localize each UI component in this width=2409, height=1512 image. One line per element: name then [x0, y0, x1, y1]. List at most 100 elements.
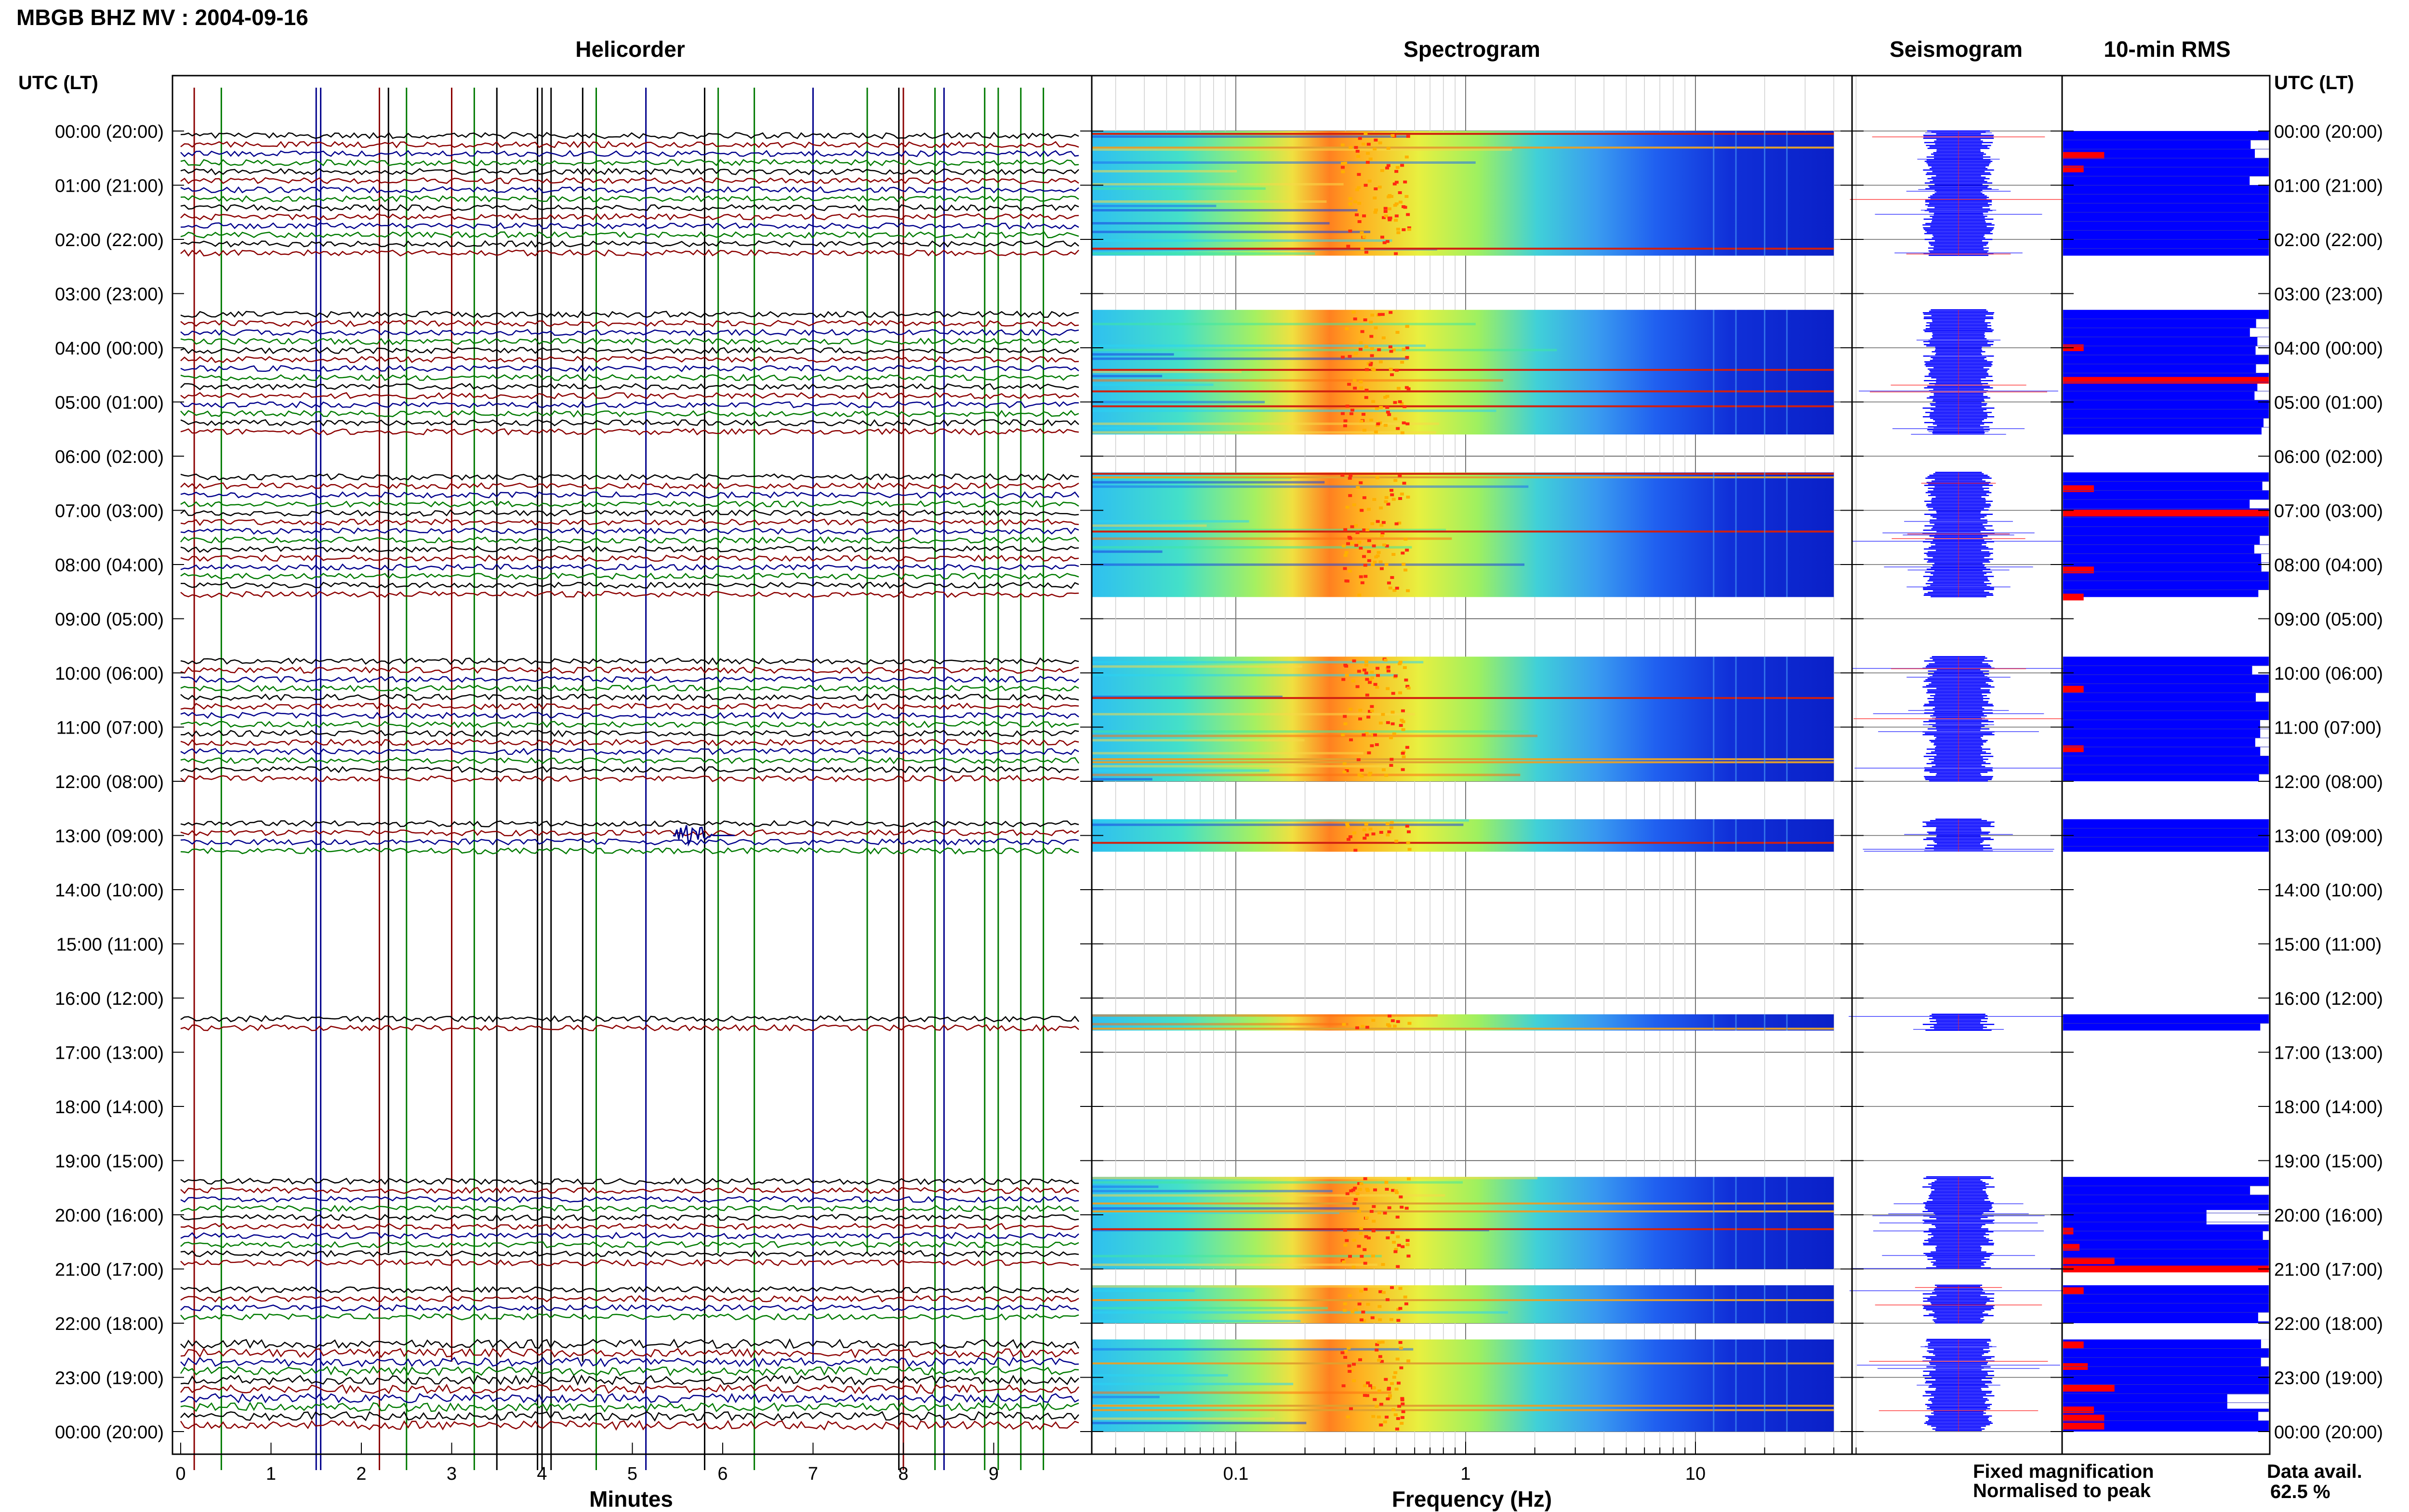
spectrogram-peak-speckle [1380, 531, 1385, 535]
rms-notch [2256, 693, 2269, 702]
spectrogram-peak-speckle [1355, 188, 1359, 192]
spectrogram-peak-speckle [1394, 170, 1399, 173]
spectrogram-peak-speckle [1379, 1403, 1383, 1406]
spectrogram-x-ticks: 0.1 1 10 [1115, 1442, 1857, 1484]
spectrogram-peak-speckle [1368, 678, 1373, 682]
spectrogram-peak-speckle [1400, 361, 1404, 364]
spectrogram-peak-speckle [1356, 486, 1360, 489]
rms-notch [2254, 391, 2269, 400]
spectrogram-peak-speckle [1360, 768, 1364, 772]
helicorder-trace [180, 355, 1079, 364]
spectrogram-streak [1092, 730, 1529, 733]
spectrogram-peak-speckle [1398, 400, 1402, 403]
spectrogram-peak-speckle [1376, 674, 1380, 677]
y-tick-label-right: 08:00 (04:00) [2274, 555, 2383, 576]
spectrogram-peak-speckle [1394, 1189, 1398, 1193]
rms-notch [2258, 590, 2269, 599]
spectrogram-peak-speckle [1362, 555, 1366, 558]
spectrogram-peak-speckle [1404, 195, 1409, 198]
spectrogram-streak [1092, 1311, 1508, 1314]
y-tick-label-right: 00:00 (20:00) [2274, 122, 2383, 142]
spectrogram-peak-speckle [1380, 1341, 1385, 1344]
spectrogram-peak-speckle [1351, 1265, 1356, 1269]
spectrogram-peak-speckle [1352, 1202, 1357, 1205]
spectrogram-peak-speckle [1343, 424, 1347, 428]
spectrogram-peak-speckle [1355, 685, 1360, 688]
spectrogram-peak-speckle [1363, 575, 1368, 578]
y-tick-label-right: 06:00 (02:00) [2274, 447, 2383, 467]
spectrogram-peak-speckle [1348, 1294, 1352, 1297]
spectrogram-peak-speckle [1352, 503, 1356, 506]
rms-notch [2256, 319, 2269, 328]
spectrogram-peak-speckle [1373, 147, 1377, 151]
rms-notch [2256, 364, 2269, 373]
helicorder-trace [180, 748, 1079, 755]
spectrogram-peak-speckle [1379, 1423, 1383, 1427]
spectrogram-peak-speckle [1386, 1023, 1390, 1026]
helicorder-trace [180, 711, 1079, 720]
spectrogram-peak-speckle [1398, 474, 1402, 477]
spectrogram-streak [1092, 1023, 1349, 1026]
spectrogram-peak-speckle [1396, 1319, 1401, 1322]
spectrogram-peak-speckle [1360, 581, 1364, 584]
spectrogram-peak-speckle [1407, 1177, 1411, 1181]
spectrogram-peak-speckle [1368, 158, 1373, 161]
rms-notch [2250, 1186, 2269, 1195]
spectrogram-peak-speckle [1357, 593, 1362, 597]
rms-notch [2255, 149, 2269, 158]
spectrogram-streak [1092, 401, 1265, 404]
spectrogram-peak-speckle [1376, 554, 1380, 558]
spectrogram-streak [1092, 739, 1305, 742]
spectrogram-peak-speckle [1359, 1232, 1363, 1235]
y-tick-label-right: 03:00 (23:00) [2274, 285, 2383, 305]
spectrogram-peak-speckle [1355, 1026, 1359, 1029]
spectrogram-peak-speckle [1394, 840, 1399, 843]
spectrogram-peak-speckle [1375, 685, 1379, 689]
spectrogram-peak-speckle [1385, 822, 1390, 826]
spectrogram-peak-speckle [1406, 213, 1410, 216]
spectrogram-streak [1092, 769, 1270, 772]
spectrogram-streak [1092, 1391, 1391, 1394]
spectrogram-peak-speckle [1363, 318, 1367, 322]
spectrogram-peak-speckle [1367, 508, 1371, 511]
spectrogram-streak [1092, 1395, 1160, 1398]
spectrogram-peak-speckle [1348, 476, 1352, 480]
spectrogram-peak-speckle [1349, 738, 1353, 741]
rms-normalised-bar [2063, 745, 2084, 752]
spectrogram-peak-speckle [1369, 335, 1374, 338]
spectrogram-peak-speckle [1369, 320, 1373, 324]
spectrogram-peak-speckle [1357, 202, 1362, 205]
helicorder-plot [180, 88, 1080, 1470]
spectrogram-peak-speckle [1382, 543, 1386, 547]
spectrogram-peak-speckle [1377, 551, 1381, 554]
spectrogram-peak-speckle [1359, 546, 1363, 550]
helicorder-trace [180, 820, 1079, 828]
spectrogram-peak-speckle [1398, 1287, 1403, 1290]
y-tick-label-left: 08:00 (04:00) [55, 555, 164, 576]
spectrogram-peak-speckle [1396, 227, 1400, 231]
spectrogram-peak-speckle [1373, 733, 1377, 736]
spectrogram-peak-speckle [1344, 1350, 1348, 1353]
spectrogram-peak-speckle [1369, 362, 1373, 365]
helicorder-trace [180, 775, 1079, 783]
spectrogram-peak-speckle [1341, 678, 1346, 681]
spectrogram-peak-speckle [1388, 345, 1392, 349]
spectrogram-peak-speckle [1371, 563, 1375, 566]
spectrogram-peak-speckle [1389, 311, 1393, 314]
spectrogram-peak-speckle [1345, 405, 1350, 408]
spectrogram-peak-speckle [1383, 424, 1388, 427]
spectrogram-peak-speckle [1352, 1379, 1356, 1382]
spectrogram-peak-speckle [1357, 670, 1361, 673]
spectrogram-peak-speckle [1403, 538, 1408, 541]
spectrogram-peak-speckle [1373, 1188, 1377, 1192]
spectrogram-streak [1092, 661, 1424, 664]
spectrogram-peak-speckle [1366, 362, 1371, 366]
spectrogram-peak-speckle [1378, 722, 1383, 725]
rms-notch [2250, 500, 2269, 509]
rms-normalised-bar [2063, 1414, 2105, 1421]
helicorder-trace [180, 684, 1079, 692]
y-tick-label-left: 11:00 (07:00) [56, 718, 164, 738]
spectrogram-peak-speckle [1362, 214, 1366, 218]
spectrogram-peak-speckle [1385, 1187, 1389, 1191]
